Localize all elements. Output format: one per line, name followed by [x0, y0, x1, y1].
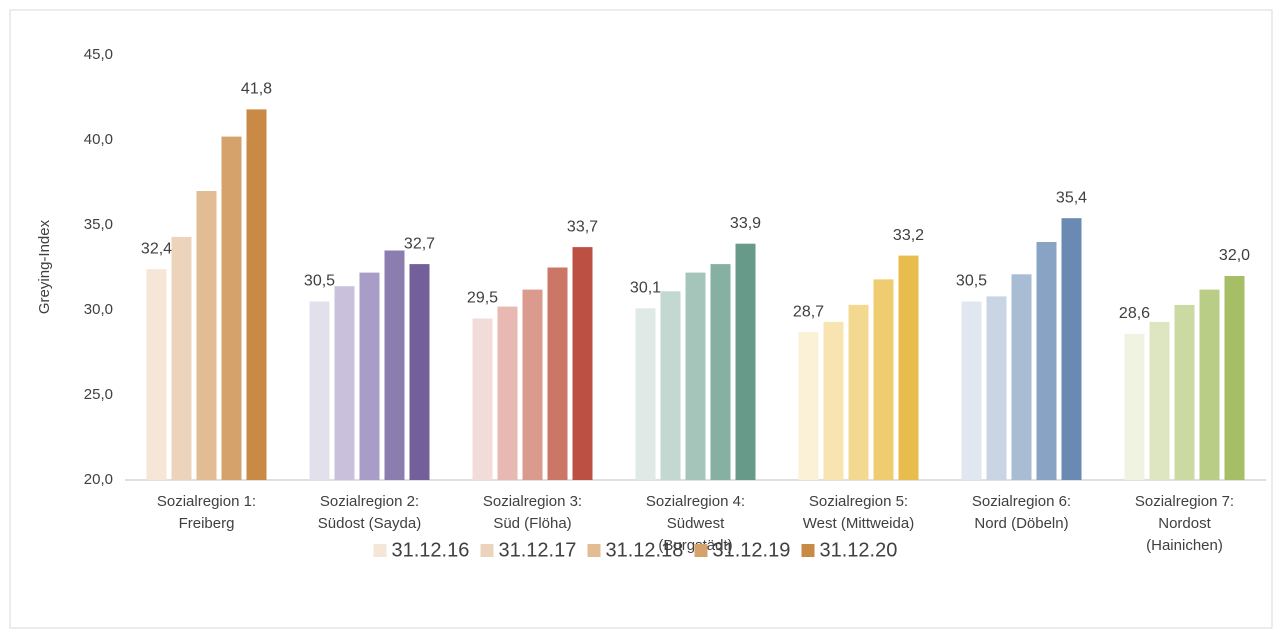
bar: [635, 308, 656, 480]
bar: [1199, 289, 1220, 480]
y-tick-label: 20,0: [84, 471, 113, 488]
x-tick-label: Sozialregion 2: Südost (Sayda): [318, 493, 421, 532]
legend-swatch: [587, 544, 601, 557]
x-tick-label: Sozialregion 3: Süd (Flöha): [483, 493, 582, 532]
bar: [547, 267, 568, 480]
bar: [497, 306, 518, 480]
bar: [735, 243, 756, 480]
data-label: 30,1: [630, 280, 661, 297]
bar: [309, 301, 330, 480]
bar: [146, 269, 167, 480]
bar: [710, 264, 731, 480]
data-label: 29,5: [467, 290, 498, 307]
legend-label: 31.12.20: [820, 539, 898, 561]
bar: [798, 332, 819, 480]
bar: [873, 279, 894, 480]
bar: [848, 304, 869, 480]
legend-swatch: [480, 544, 494, 557]
y-axis-title: Greying-Index: [36, 219, 53, 314]
bar: [384, 250, 405, 480]
data-label: 32,4: [141, 240, 172, 257]
bar: [246, 109, 267, 481]
bar: [221, 136, 242, 480]
bar: [409, 264, 430, 480]
bar: [823, 321, 844, 480]
data-label: 33,7: [567, 218, 598, 235]
legend-label: 31.12.17: [499, 539, 577, 561]
data-label: 28,6: [1119, 305, 1150, 322]
y-tick-label: 25,0: [84, 386, 113, 403]
bar: [171, 236, 192, 480]
data-label: 35,4: [1056, 189, 1087, 206]
bar: [1149, 321, 1170, 480]
legend-label: 31.12.19: [713, 539, 791, 561]
bar: [685, 272, 706, 480]
bar: [1124, 333, 1145, 480]
y-tick-label: 40,0: [84, 131, 113, 148]
bar: [359, 272, 380, 480]
data-label: 32,7: [404, 235, 435, 252]
y-tick-label: 45,0: [84, 46, 113, 63]
x-tick-label: Sozialregion 5: West (Mittweida): [803, 493, 914, 532]
data-label: 33,9: [730, 215, 761, 232]
bar: [986, 296, 1007, 480]
bar: [1036, 242, 1057, 480]
bar: [196, 191, 217, 480]
data-label: 32,0: [1219, 247, 1250, 264]
data-label: 33,2: [893, 227, 924, 244]
bar: [898, 255, 919, 480]
bar: [1061, 218, 1082, 480]
data-label: 28,7: [793, 303, 824, 320]
bar: [961, 301, 982, 480]
data-label: 41,8: [241, 81, 272, 98]
x-tick-label: Sozialregion 7: Nordost (Hainichen): [1135, 493, 1234, 554]
legend-swatch: [801, 544, 815, 557]
legend-label: 31.12.18: [606, 539, 684, 561]
y-tick-label: 35,0: [84, 216, 113, 233]
x-tick-label: Sozialregion 1: Freiberg: [157, 493, 256, 532]
bar: [572, 247, 593, 480]
legend-label: 31.12.16: [392, 539, 470, 561]
bar: [522, 289, 543, 480]
legend-swatch: [694, 544, 708, 557]
data-label: 30,5: [304, 273, 335, 290]
bar: [1174, 304, 1195, 480]
x-tick-label: Sozialregion 6: Nord (Döbeln): [972, 493, 1071, 532]
bar: [1224, 276, 1245, 480]
legend-swatch: [373, 544, 387, 557]
bar: [472, 318, 493, 480]
bar: [1011, 274, 1032, 480]
bar: [334, 286, 355, 480]
data-label: 30,5: [956, 273, 987, 290]
y-tick-label: 30,0: [84, 301, 113, 318]
bar: [660, 291, 681, 480]
